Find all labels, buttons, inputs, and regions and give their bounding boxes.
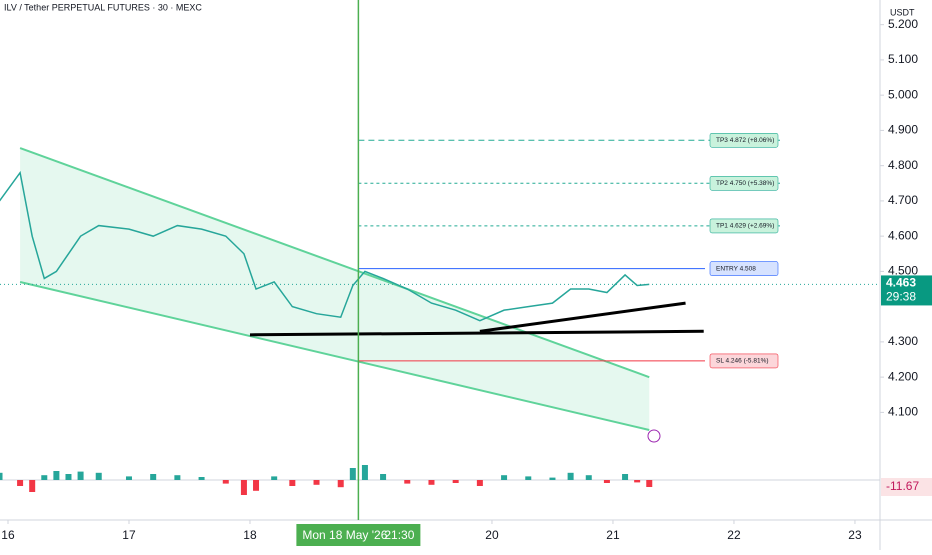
x-tick-label: 21 <box>606 528 620 542</box>
osc-bar <box>77 471 84 480</box>
osc-bar <box>337 480 344 488</box>
countdown: 29:38 <box>886 290 916 304</box>
osc-bar <box>567 472 574 480</box>
level-label-box <box>709 175 779 191</box>
osc-bar <box>150 474 157 480</box>
level-label: TP1 4.629 (+2.69%) <box>716 223 774 230</box>
osc-bar <box>198 477 205 480</box>
osc-label-box <box>881 478 932 497</box>
osc-bar <box>313 480 320 485</box>
osc-bar <box>0 472 3 480</box>
osc-bar <box>622 474 629 480</box>
osc-bar <box>17 480 24 486</box>
y-tick-label: 4.600 <box>888 228 918 242</box>
osc-bar <box>404 480 411 484</box>
x-tick-label: 23 <box>848 528 862 542</box>
trendline <box>479 301 686 333</box>
osc-bar <box>634 480 641 483</box>
x-tick-label: 22 <box>727 528 741 542</box>
level-label-box <box>709 218 779 234</box>
osc-bar <box>549 477 556 480</box>
osc-bar <box>271 476 278 480</box>
y-tick-label: 4.800 <box>888 158 918 172</box>
y-tick-label: 4.900 <box>888 123 918 137</box>
level-label: TP2 4.750 (+5.38%) <box>716 180 774 187</box>
x-tick-label: 16 <box>1 528 15 542</box>
osc-bar <box>29 480 36 492</box>
osc-bar <box>240 480 247 495</box>
osc-bar <box>603 480 610 483</box>
osc-bar <box>53 471 60 480</box>
last-price-box <box>881 275 932 306</box>
y-tick-label: 4.300 <box>888 334 918 348</box>
level-label-box <box>709 261 779 276</box>
level-label-box <box>709 132 779 148</box>
osc-bar <box>95 472 102 480</box>
crosshair-label-box <box>296 524 421 546</box>
y-tick-label: 4.200 <box>888 369 918 383</box>
osc-bar <box>525 476 532 480</box>
y-tick-label: 5.200 <box>888 17 918 31</box>
osc-label: -11.67 <box>886 479 919 493</box>
y-tick-label: 5.100 <box>888 52 918 66</box>
channel-line <box>19 280 650 431</box>
channel-fill <box>20 148 650 431</box>
alert-icon <box>647 429 661 443</box>
level-label-box <box>709 353 779 369</box>
level-label: SL 4.246 (-5.81%) <box>716 358 769 365</box>
y-tick-label: 4.700 <box>888 193 918 207</box>
x-tick-label: 20 <box>485 528 499 542</box>
crosshair-time: 21:30 <box>384 528 414 542</box>
osc-bar <box>174 475 181 480</box>
osc-bar <box>125 476 132 480</box>
y-tick-label: 5.000 <box>888 87 918 101</box>
level-label: TP3 4.872 (+8.06%) <box>716 137 774 144</box>
chart-title: ILV / Tether PERPETUAL FUTURES · 30 · ME… <box>4 2 202 12</box>
osc-bar <box>476 480 483 486</box>
level-label: ENTRY 4.508 <box>716 265 756 272</box>
osc-bar <box>428 480 435 485</box>
y-tick-label: 4.500 <box>888 264 918 278</box>
osc-bar <box>501 475 508 480</box>
x-tick-label: 18 <box>243 528 257 542</box>
osc-bar <box>41 475 48 480</box>
last-price: 4.463 <box>886 276 916 290</box>
currency: USDT <box>890 7 915 17</box>
osc-bar <box>65 474 72 480</box>
y-tick-label: 4.100 <box>888 405 918 419</box>
osc-bar <box>380 474 387 480</box>
osc-bar <box>646 480 653 488</box>
trendline <box>249 329 704 337</box>
channel-line <box>19 147 650 379</box>
osc-bar <box>349 468 356 480</box>
price-line <box>0 170 650 322</box>
osc-bar <box>222 480 229 484</box>
osc-bar <box>452 480 459 483</box>
x-tick-label: 17 <box>122 528 136 542</box>
crosshair-date: Mon 18 May '26 <box>302 528 387 542</box>
osc-bar <box>289 480 296 486</box>
osc-bar <box>361 465 368 480</box>
osc-bar <box>585 475 592 480</box>
osc-bar <box>253 480 260 491</box>
